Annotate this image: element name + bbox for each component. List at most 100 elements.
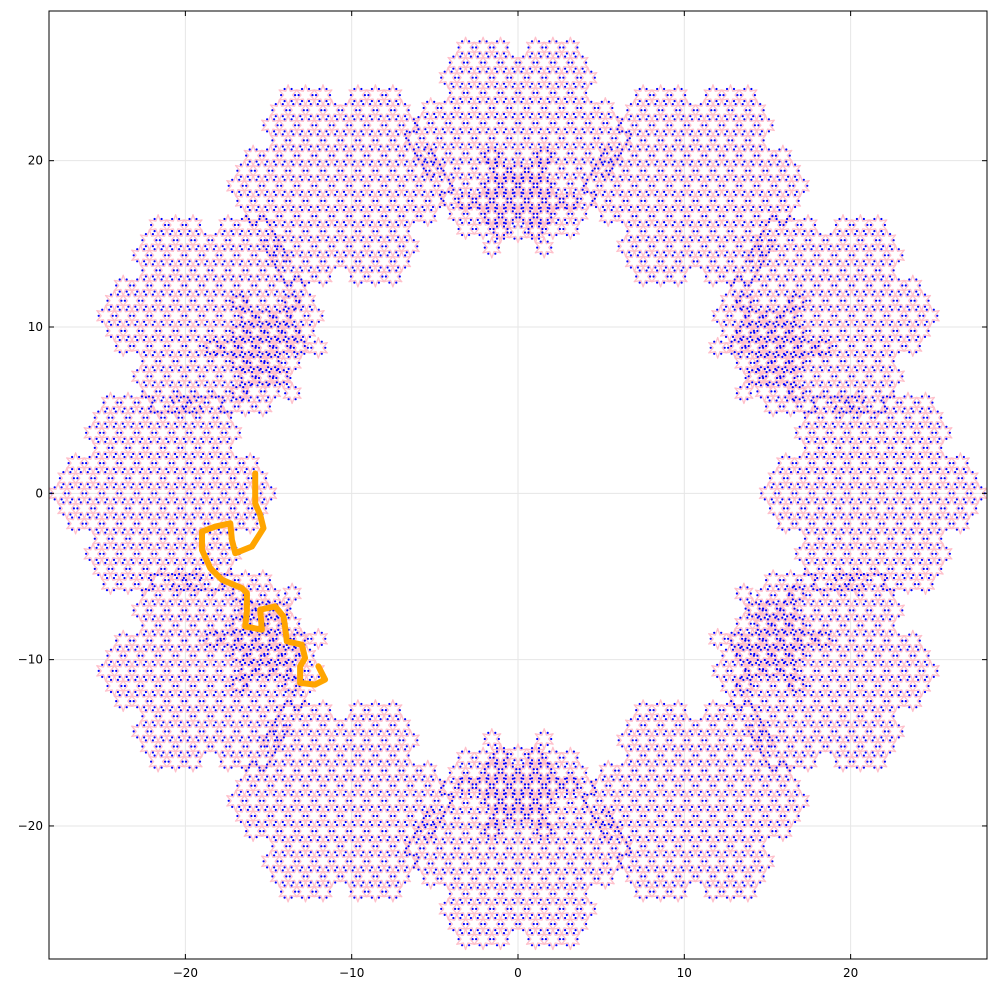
tile-vertex	[537, 143, 541, 146]
tile-vertex	[207, 269, 210, 272]
tile-vertex	[193, 239, 196, 242]
tile-vertex	[332, 124, 335, 127]
tile-vertex	[228, 425, 231, 428]
tile-vertex	[226, 410, 229, 413]
tile-vertex	[511, 218, 514, 221]
tile-vertex	[149, 531, 152, 534]
tile-vertex	[297, 215, 300, 218]
tile-vertex	[564, 55, 567, 58]
tile-vertex	[223, 633, 226, 636]
tile-vertex	[309, 205, 312, 209]
tile-vertex	[277, 269, 280, 272]
tile-vertex	[102, 431, 105, 434]
tile-vertex	[264, 205, 267, 209]
tile-vertex	[478, 173, 481, 176]
tile-vertex	[171, 308, 174, 311]
tile-vertex	[178, 615, 181, 618]
tile-vertex	[485, 40, 488, 43]
tile-vertex	[377, 190, 380, 193]
tile-vertex	[146, 507, 149, 510]
tile-vertex	[214, 233, 217, 236]
tile-vertex	[527, 106, 530, 110]
tile-vertex	[169, 384, 172, 387]
tile-vertex	[452, 55, 455, 58]
tile-vertex	[184, 579, 188, 582]
tile-vertex	[233, 579, 236, 582]
tile-vertex	[462, 61, 465, 64]
tile-vertex	[590, 131, 593, 134]
tile-vertex	[265, 278, 268, 281]
tile-vertex	[529, 188, 532, 191]
tile-vertex	[193, 594, 196, 597]
tile-vertex	[443, 173, 446, 176]
tile-vertex	[495, 131, 499, 134]
tile-vertex	[245, 486, 248, 489]
tile-vertex	[309, 224, 312, 227]
tile-vertex	[349, 94, 352, 97]
tile-vertex	[557, 55, 560, 58]
tile-vertex	[109, 690, 113, 694]
tile-vertex	[97, 483, 100, 486]
tile-vertex	[450, 70, 453, 73]
tile-vertex	[495, 233, 499, 237]
tile-vertex	[450, 100, 453, 103]
tile-vertex	[149, 513, 152, 516]
tile-vertex	[241, 184, 244, 187]
tile-vertex	[129, 284, 132, 287]
tile-vertex	[282, 248, 285, 251]
tile-vertex	[428, 169, 431, 172]
tile-vertex	[141, 269, 144, 272]
tile-vertex	[281, 175, 284, 178]
tile-vertex	[565, 131, 569, 134]
tile-vertex	[181, 405, 184, 408]
tile-vertex	[468, 203, 471, 206]
tile-vertex	[550, 61, 553, 64]
tile-vertex	[360, 190, 363, 193]
tile-vertex	[139, 452, 142, 456]
tile-vertex	[223, 320, 226, 323]
tile-vertex	[320, 260, 323, 263]
tile-vertex	[104, 422, 107, 425]
tile-vertex	[214, 275, 217, 278]
tile-vertex	[146, 314, 149, 317]
tile-vertex	[167, 561, 170, 565]
tile-vertex	[81, 522, 84, 525]
tile-vertex	[574, 128, 577, 131]
tile-vertex	[172, 401, 175, 404]
tile-vertex	[193, 437, 196, 440]
tile-vertex	[88, 516, 91, 519]
tile-vertex	[245, 154, 248, 157]
tile-vertex	[172, 522, 175, 525]
tile-vertex	[200, 486, 203, 489]
tile-vertex	[421, 205, 424, 209]
tile-vertex	[513, 131, 516, 134]
tile-vertex	[178, 411, 181, 414]
tile-vertex	[151, 431, 154, 434]
tile-vertex	[270, 498, 273, 501]
tile-vertex	[156, 410, 159, 413]
tile-vertex	[232, 588, 235, 591]
tile-vertex	[511, 158, 514, 161]
tile-vertex	[153, 308, 156, 311]
tile-vertex	[325, 281, 328, 284]
tile-vertex	[121, 440, 124, 443]
tile-vertex	[179, 709, 182, 712]
tile-vertex	[107, 567, 110, 571]
tile-vertex	[501, 182, 504, 185]
tile-vertex	[198, 314, 202, 317]
tile-vertex	[316, 205, 319, 209]
tile-vertex	[242, 492, 245, 495]
tile-vertex	[530, 52, 534, 55]
tile-vertex	[548, 52, 551, 55]
tile-vertex	[267, 335, 270, 338]
tile-vertex	[132, 452, 135, 456]
tile-vertex	[175, 558, 178, 562]
tile-vertex	[376, 199, 379, 202]
tile-vertex	[158, 329, 161, 332]
tile-vertex	[312, 329, 315, 332]
tile-vertex	[200, 589, 203, 592]
tile-vertex	[583, 82, 586, 85]
tile-vertex	[546, 176, 549, 179]
tile-vertex	[290, 100, 293, 103]
tile-vertex	[520, 112, 523, 116]
